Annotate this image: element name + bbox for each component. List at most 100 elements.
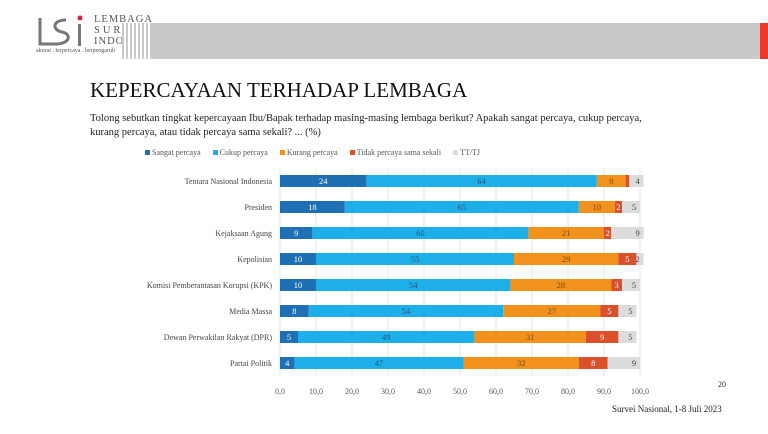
data-label: 5 (632, 280, 636, 290)
data-label: 49 (382, 332, 391, 342)
legend-swatch (453, 150, 459, 155)
bar-segment (514, 253, 619, 265)
bar-segment (280, 305, 309, 317)
logo-mark (38, 15, 83, 46)
legend-swatch (279, 150, 285, 155)
header-bar (152, 23, 760, 59)
data-label: 2 (616, 202, 620, 212)
x-tick-label: 10,0 (309, 387, 323, 396)
bar-segment (528, 227, 604, 239)
bar-segment (280, 253, 316, 265)
bar-segment (280, 357, 295, 369)
data-label: 5 (628, 332, 632, 342)
header-stripes (122, 23, 154, 59)
data-label: 5 (625, 254, 629, 264)
legend-label: TT/TJ (460, 148, 481, 157)
logo-text-2: SURVEI (94, 25, 149, 36)
bar-segment (636, 253, 644, 265)
bar-segment (604, 227, 612, 239)
category-label: Kepolisian (237, 255, 272, 264)
x-tick-label: 40,0 (417, 387, 431, 396)
data-label: 9 (600, 332, 604, 342)
legend-label: Tidak percaya sama sekali (356, 148, 442, 157)
bar-segment (280, 279, 316, 291)
bar-segment (474, 331, 586, 343)
x-tick-label: 0,0 (275, 387, 285, 396)
x-tick-label: 80,0 (561, 387, 575, 396)
data-label: 5 (632, 202, 636, 212)
bar-segment (510, 279, 612, 291)
legend-swatch (145, 150, 150, 155)
bar-segment (316, 253, 514, 265)
legend-item: Tidak percaya sama sekali (349, 148, 442, 157)
data-label: 18 (308, 202, 317, 212)
legend-item: Sangat percaya (145, 148, 201, 157)
bar-segment (344, 201, 579, 213)
bar-segment (503, 305, 601, 317)
bar-segment (280, 175, 367, 187)
data-label: 60 (416, 228, 425, 238)
data-label: 47 (375, 358, 384, 368)
bar-segment (316, 279, 511, 291)
data-label: 65 (458, 202, 467, 212)
category-label: Dewan Perwakilan Rakyat (DPR) (164, 333, 273, 342)
legend-swatch (212, 150, 218, 155)
logo-tagline: akurat . terpercaya . berpengaruh (36, 48, 115, 54)
data-label: 4 (635, 176, 640, 186)
data-label: 9 (632, 358, 636, 368)
category-label: Partai Politik (230, 359, 272, 368)
legend-label: Sangat percaya (152, 148, 201, 157)
bar-segment (618, 305, 637, 317)
data-label: 3 (614, 280, 618, 290)
legend-label: Cukup percaya (219, 148, 268, 157)
x-tick-label: 30,0 (381, 387, 395, 396)
bar-segment (280, 331, 298, 343)
data-label: 9 (635, 228, 639, 238)
x-tick-label: 60,0 (489, 387, 503, 396)
bar-segment (600, 305, 619, 317)
bar-segment (611, 227, 644, 239)
bar-segment (280, 227, 313, 239)
bar-segment (614, 201, 622, 213)
legend-label: Kurang percaya (286, 148, 338, 157)
data-label: 54 (402, 306, 411, 316)
bar-segment (618, 253, 637, 265)
page-number: 20 (718, 380, 726, 389)
x-tick-label: 90,0 (597, 387, 611, 396)
bar-segment (294, 357, 464, 369)
bar-segment (578, 357, 608, 369)
legend-item: Cukup percaya (212, 148, 268, 157)
legend-swatch (349, 150, 355, 155)
data-label: 10 (294, 280, 303, 290)
bar-segment (586, 331, 619, 343)
bar-segment (596, 175, 626, 187)
category-label: Tentara Nasional Indonesia (185, 177, 273, 186)
bar-segment (607, 357, 640, 369)
data-label: 55 (411, 254, 420, 264)
data-label: 29 (562, 254, 571, 264)
data-label: 28 (557, 280, 566, 290)
bar-segment (618, 331, 637, 343)
bar-segment (622, 279, 640, 291)
data-label: 54 (409, 280, 418, 290)
data-label: 24 (319, 176, 328, 186)
legend-item: TT/TJ (453, 148, 480, 157)
data-label: 8 (591, 358, 595, 368)
bar-segment (629, 175, 644, 187)
data-label: 10 (294, 254, 303, 264)
bar-segment (625, 175, 630, 187)
category-label: Presiden (244, 203, 272, 212)
data-label: 2 (635, 254, 639, 264)
logo-text-1: LEMBAGA (94, 14, 153, 25)
bar-segment (578, 201, 615, 213)
x-tick-label: 20,0 (345, 387, 359, 396)
data-label: 64 (477, 176, 486, 186)
bar-segment (312, 227, 529, 239)
x-tick-label: 70,0 (525, 387, 539, 396)
data-label: 31 (526, 332, 535, 342)
category-label: Media Massa (229, 307, 272, 316)
bar-segment (366, 175, 597, 187)
bar-segment (298, 331, 475, 343)
data-label: 32 (517, 358, 526, 368)
